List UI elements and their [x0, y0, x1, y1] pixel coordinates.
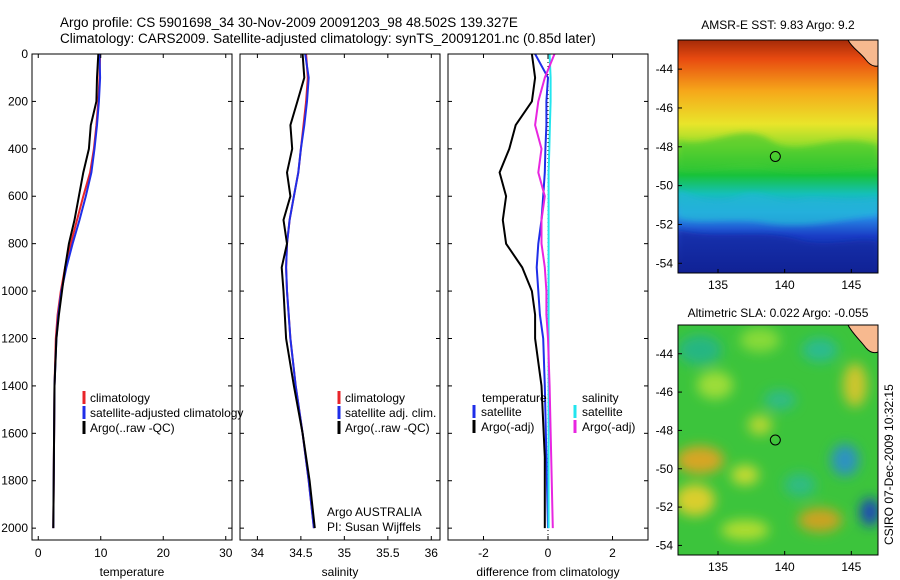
y-tick-label: 400	[8, 142, 28, 156]
y-tick-label: 2000	[1, 521, 28, 535]
legend-label-argo: Argo(..raw -QC)	[345, 421, 430, 435]
x-tick-label: 35.5	[376, 546, 400, 560]
map-x-tick-label: 140	[775, 278, 795, 292]
x-tick-label: 2	[609, 546, 616, 560]
argo-float-marker	[769, 434, 781, 446]
series-line-0	[52, 53, 102, 529]
series-line-2	[52, 53, 100, 529]
legend-label-climatology: climatology	[90, 391, 150, 405]
salinity-panel: 34 34.5 35 35.5 36 salinity	[239, 53, 441, 579]
y-tick-label: 1000	[1, 284, 28, 298]
sla-map-panel: Altimetric SLA: 0.022 Argo: -0.055	[656, 306, 879, 574]
map-y-tick-label: -44	[656, 62, 674, 76]
map-x-tick-label: 135	[708, 560, 728, 574]
legend-label-sal-argo: Argo(-adj)	[582, 420, 635, 434]
y-tick-label: 200	[8, 94, 28, 108]
x-tick-label: 30	[219, 546, 233, 560]
map-y-tick-label: -52	[656, 500, 674, 514]
credit-stamp: CSIRO 07-Dec-2009 10:32:15	[882, 384, 896, 545]
y-tick-label: 1200	[1, 331, 28, 345]
x-tick-label: 0	[35, 546, 42, 560]
x-tick-label: -2	[478, 546, 489, 560]
argo-float-marker	[769, 151, 781, 162]
legend-label-climatology: climatology	[345, 391, 405, 405]
sst-map-title: AMSR-E SST: 9.83 Argo: 9.2	[701, 18, 855, 32]
x-tick-label: 0	[545, 546, 552, 560]
plot-frame	[239, 53, 441, 541]
y-tick-label: 600	[8, 189, 28, 203]
map-x-tick-label: 145	[841, 560, 861, 574]
annotation-pi: PI: Susan Wijffels	[327, 520, 421, 534]
sla-map-frame	[677, 324, 879, 556]
legend-label-temp-argo: Argo(-adj)	[481, 420, 534, 434]
annotation-argo-australia: Argo AUSTRALIA	[327, 505, 422, 519]
legend-label-argo: Argo(..raw -QC)	[90, 421, 175, 435]
legend-heading-temperature: temperature	[482, 391, 547, 405]
sla-field	[678, 325, 878, 555]
figure-title-line1: Argo profile: CS 5901698_34 30-Nov-2009 …	[60, 15, 518, 30]
y-tick-label: 800	[8, 237, 28, 251]
map-y-tick-label: -46	[656, 101, 674, 115]
map-y-tick-label: -50	[656, 462, 674, 476]
temperature-panel: 0 10 20 30 0 200 400 600 800 1000 1200 1400 1600 1800…	[1, 47, 232, 579]
series-line-1	[498, 53, 546, 529]
map-x-tick-label: 145	[841, 278, 861, 292]
sst-map-frame	[677, 39, 879, 274]
map-y-tick-label: -48	[656, 423, 674, 437]
legend-heading-salinity: salinity	[582, 391, 619, 405]
salinity-legend: climatology satellite adj. clim. Argo(..…	[327, 391, 436, 534]
map-x-tick-label: 140	[775, 560, 795, 574]
map-y-tick-label: -48	[656, 140, 674, 154]
y-tick-label: 1600	[1, 426, 28, 440]
x-axis-label: temperature	[100, 565, 165, 579]
x-tick-label: 35	[338, 546, 352, 560]
sst-front-band	[678, 190, 878, 225]
x-tick-label: 20	[157, 546, 171, 560]
temperature-legend: climatology satellite-adjusted climatolo…	[82, 391, 243, 435]
series-line-0	[534, 53, 550, 529]
sla-map-title: Altimetric SLA: 0.022 Argo: -0.055	[688, 306, 869, 320]
map-y-tick-label: -44	[656, 347, 674, 361]
x-tick-label: 36	[425, 546, 439, 560]
map-y-tick-label: -52	[656, 217, 674, 231]
series-line-3	[534, 53, 556, 529]
x-tick-label: 34	[251, 546, 265, 560]
plot-frame	[31, 53, 233, 541]
series-line-2	[280, 53, 316, 529]
legend-label-satellite: satellite adj. clim.	[345, 406, 436, 420]
difference-panel: -2 0 2 difference from climatology	[447, 53, 649, 579]
legend-label-temp-satellite: satellite	[481, 405, 522, 419]
difference-legend: temperature satellite Argo(-adj) salinit…	[472, 391, 635, 434]
figure-title-line2: Climatology: CARS2009. Satellite-adjuste…	[60, 31, 596, 46]
legend-label-satellite: satellite-adjusted climatology	[90, 406, 243, 420]
map-x-tick-label: 135	[708, 278, 728, 292]
map-y-tick-label: -50	[656, 179, 674, 193]
sst-cold-band	[678, 230, 878, 273]
map-y-tick-label: -54	[656, 256, 674, 270]
y-tick-label: 1800	[1, 474, 28, 488]
sst-map-panel: AMSR-E SST: 9.83 Argo: 9.2 135 140 145 -44 -…	[656, 18, 879, 292]
y-tick-label: 0	[21, 47, 28, 61]
map-y-tick-label: -46	[656, 385, 674, 399]
x-axis-label: salinity	[322, 565, 359, 579]
x-axis-label: difference from climatology	[476, 565, 619, 579]
x-tick-label: 34.5	[289, 546, 313, 560]
legend-label-sal-satellite: satellite	[582, 405, 623, 419]
y-tick-label: 1400	[1, 379, 28, 393]
map-y-tick-label: -54	[656, 538, 674, 552]
x-tick-label: 10	[94, 546, 108, 560]
